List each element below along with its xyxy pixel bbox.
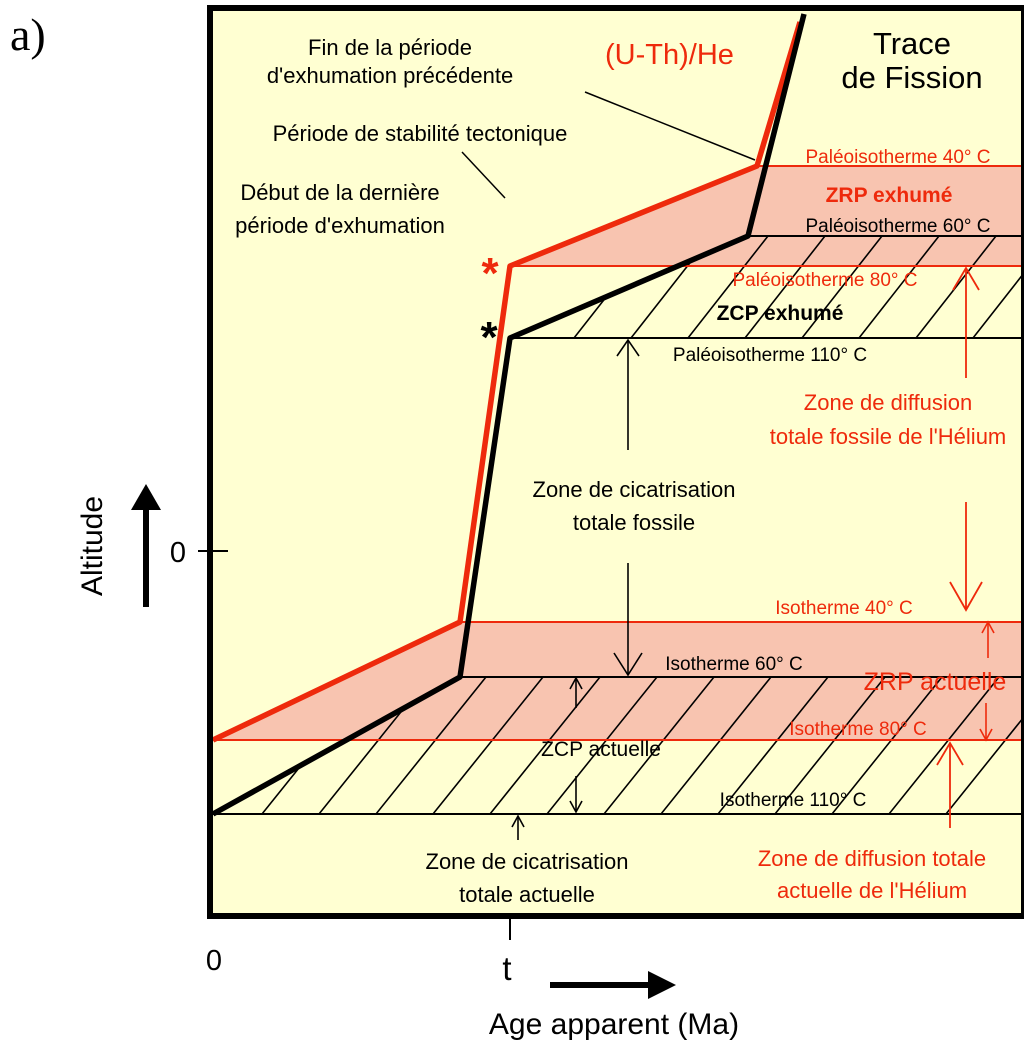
diffusion-current-label-line1: Zone de diffusion totale [758, 846, 986, 871]
paleoisotherm-110-label: Paléoisotherme 110° C [673, 345, 867, 366]
y-axis-zero-tick-label: 0 [170, 537, 186, 569]
x-axis-arrow [550, 971, 676, 999]
stabilite-pointer [461, 151, 506, 199]
paleoisotherm-60-label: Paléoisotherme 60° C [805, 216, 990, 237]
cicatrisation-current-arrow [511, 814, 525, 840]
uthhe-label: (U-Th)/He [605, 39, 734, 71]
zcp-current-arrows [569, 676, 583, 814]
fin-periode-label-line1: Fin de la période [308, 35, 472, 60]
cicatrisation-fossil-label-line2: totale fossile [573, 510, 695, 535]
zrp-current-zone [213, 622, 1024, 740]
cicatrisation-fossil-label-line1: Zone de cicatrisation [533, 477, 736, 502]
fin-periode-label-line2: d'exhumation précédente [267, 63, 513, 88]
paleoisotherm-40-label: Paléoisotherme 40° C [805, 147, 990, 168]
x-axis-t-tick-label: t [502, 950, 511, 987]
paleoisotherm-80-label: Paléoisotherme 80° C [732, 270, 917, 291]
diagram-background [210, 8, 1024, 916]
x-axis-label: Age apparent (Ma) [489, 1008, 739, 1041]
fin-periode-pointer [584, 91, 756, 161]
diffusion-fossil-label-line2: totale fossile de l'Hélium [770, 424, 1007, 449]
fission-track-label-line1: Trace [873, 26, 951, 61]
diffusion-current-arrow [936, 741, 964, 828]
diffusion-fossil-arrows [949, 266, 983, 612]
y-axis-arrow [131, 484, 161, 607]
zrp-current-arrows [979, 620, 995, 742]
x-axis-zero-tick-label: 0 [206, 945, 222, 977]
isotherm-60-label: Isotherme 60° C [665, 654, 803, 675]
zcp-current-label: ZCP actuelle [541, 738, 661, 761]
isotherm-40-label: Isotherme 40° C [775, 598, 913, 619]
zrp-exhumed-label: ZRP exhumé [826, 184, 953, 207]
debut-periode-label-line1: Début de la dernière [240, 180, 439, 205]
diffusion-current-label-line2: actuelle de l'Hélium [777, 878, 967, 903]
panel-label: a) [10, 9, 46, 60]
stabilite-label: Période de stabilité tectonique [273, 121, 568, 146]
y-axis-label: Altitude [76, 496, 109, 596]
fission-track-break-marker: * [480, 313, 498, 362]
uthhe-break-marker: * [481, 249, 499, 298]
diffusion-fossil-label-line1: Zone de diffusion [804, 390, 972, 415]
zrp-exhumed-zone [510, 166, 1024, 266]
zcp-exhumed-label: ZCP exhumé [717, 302, 844, 325]
isotherm-110-label: Isotherme 110° C [720, 790, 867, 811]
uthhe-age-curve [211, 21, 803, 743]
zrp-current-label: ZRP actuelle [864, 668, 1007, 696]
fission-track-age-curve [211, 13, 807, 817]
isotherm-80-label: Isotherme 80° C [789, 719, 927, 740]
debut-periode-label-line2: période d'exhumation [235, 213, 445, 238]
fission-track-label-line2: de Fission [841, 60, 982, 95]
cicatrisation-current-label-line2: totale actuelle [459, 882, 595, 907]
cicatrisation-fossil-arrows [613, 338, 643, 677]
diagram-frame [207, 5, 1024, 919]
cicatrisation-current-label-line1: Zone de cicatrisation [426, 849, 629, 874]
